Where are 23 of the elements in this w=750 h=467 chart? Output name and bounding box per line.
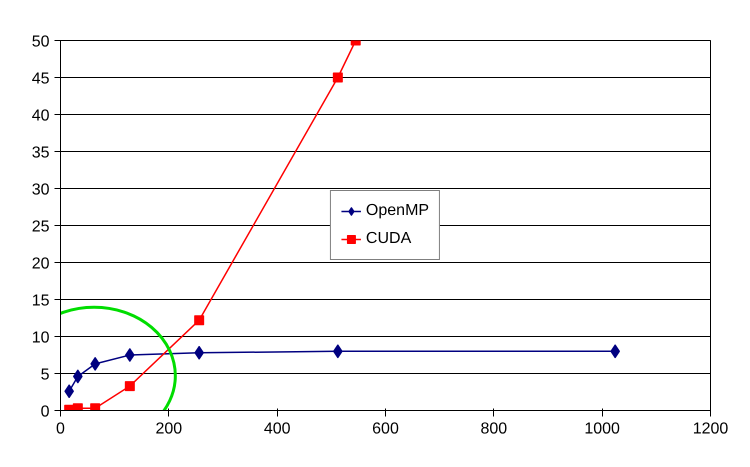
y-tick-label: 45 (32, 70, 50, 88)
y-tick-label: 10 (32, 330, 50, 346)
x-tick-label: 200 (155, 420, 182, 438)
x-tick-label: 400 (264, 420, 291, 438)
y-tick-label: 35 (32, 144, 50, 162)
point (194, 315, 204, 326)
point (124, 381, 135, 392)
x-tick-label: 600 (372, 420, 399, 438)
y-tick-label: 15 (32, 292, 50, 310)
y-tick-label: 50 (32, 34, 50, 50)
x-tick-label: 1000 (584, 420, 620, 438)
legend-label: CUDA (366, 230, 412, 248)
y-tick-label: 40 (32, 108, 50, 124)
y-tick-label: 5 (40, 366, 50, 384)
x-tick-label: 1200 (692, 420, 728, 438)
legend-label: OpenMP (366, 202, 430, 220)
x-tick-label: 800 (480, 420, 508, 438)
point (125, 348, 135, 362)
y-tick-label: 0 (40, 404, 50, 420)
y-tick-label: 20 (32, 256, 50, 272)
x-tick-label: 0 (56, 420, 66, 438)
y-tick-label: 25 (32, 218, 50, 236)
y-tick-label: 30 (32, 182, 50, 198)
